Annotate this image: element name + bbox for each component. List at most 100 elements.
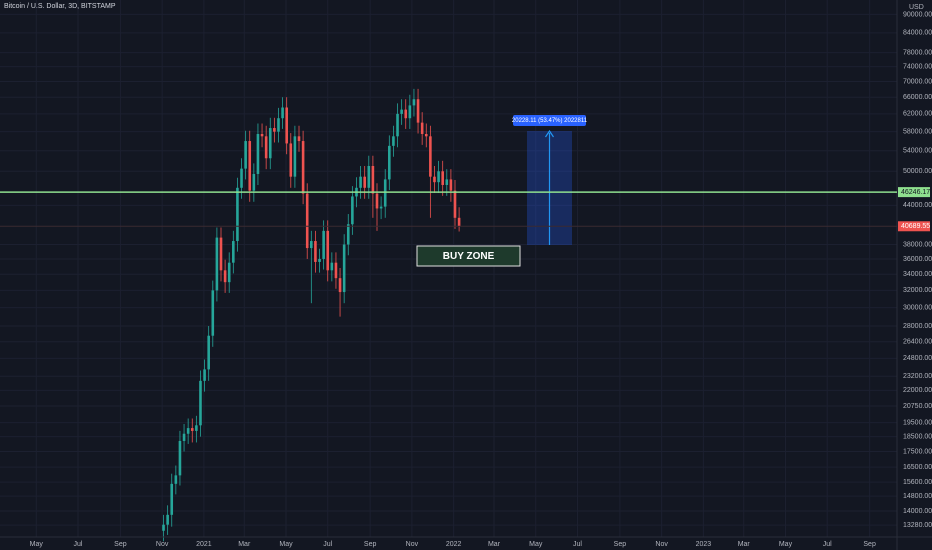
x-tick-label: Jul — [74, 541, 83, 548]
candle-body — [236, 187, 239, 242]
y-tick-label: 62000.00 — [903, 111, 932, 118]
candle-body — [297, 136, 301, 142]
candle-body — [371, 166, 375, 194]
candle-body — [260, 133, 264, 137]
candle-body — [346, 224, 350, 245]
candle-body — [195, 425, 198, 431]
last-price-label: 40689.55 — [901, 223, 930, 230]
x-tick-label: Jul — [573, 541, 582, 548]
candle-body — [342, 244, 346, 293]
candle-body — [264, 136, 268, 159]
y-tick-label: 84000.00 — [903, 30, 932, 37]
candle-body — [211, 290, 215, 336]
candle-body — [379, 206, 383, 209]
y-tick-label: 54000.00 — [903, 148, 932, 155]
candle-body — [268, 128, 272, 159]
candle-body — [244, 141, 247, 169]
y-tick-label: 13280.00 — [903, 522, 932, 529]
candle-body — [174, 475, 178, 484]
x-tick-label: Sep — [364, 541, 377, 548]
candle-body — [445, 179, 449, 185]
candle-body — [429, 136, 432, 177]
candle-body — [359, 176, 362, 188]
x-tick-label: 2023 — [696, 541, 712, 548]
level-tag — [898, 187, 930, 198]
y-tick-label: 70000.00 — [903, 78, 932, 85]
candle-body — [437, 171, 440, 183]
candle-body — [449, 179, 453, 191]
y-tick-label: 44000.00 — [903, 202, 932, 209]
y-tick-label: 78000.00 — [903, 49, 932, 56]
candle-body — [227, 262, 231, 283]
x-tick-label: Sep — [114, 541, 127, 548]
candle-body — [186, 428, 190, 434]
x-tick-label: Mar — [738, 541, 751, 548]
candle-body — [363, 176, 366, 188]
y-tick-label: 74000.00 — [903, 64, 932, 71]
y-tick-label: 38000.00 — [903, 241, 932, 248]
candle-body — [318, 258, 321, 262]
candle-body — [416, 99, 420, 123]
candle-body — [314, 241, 317, 262]
candle-body — [457, 217, 461, 227]
candle-body — [252, 173, 256, 191]
candle-body — [273, 128, 276, 132]
x-tick-label: May — [279, 541, 293, 548]
y-tick-label: 34000.00 — [903, 271, 932, 278]
candle-body — [232, 241, 235, 263]
x-tick-label: May — [779, 541, 793, 548]
x-tick-label: Sep — [863, 541, 876, 548]
candle-body — [289, 143, 293, 177]
last-price-tag — [898, 221, 930, 232]
candle-body — [388, 145, 391, 180]
candle-body — [310, 241, 313, 249]
candle-body — [338, 278, 342, 293]
y-tick-label: 15600.00 — [903, 479, 932, 486]
candle-body — [277, 118, 280, 132]
y-tick-label: 23200.00 — [903, 373, 932, 380]
candle-body — [433, 176, 436, 183]
x-tick-label: Nov — [406, 541, 419, 548]
candle-body — [334, 262, 338, 279]
candle-body — [281, 107, 284, 119]
candle-body — [301, 141, 305, 194]
y-tick-label: 30000.00 — [903, 304, 932, 311]
candle-body — [203, 369, 206, 381]
buy-zone-label: BUY ZONE — [443, 251, 495, 262]
candle-body — [223, 270, 227, 283]
candle-body — [199, 380, 202, 426]
candle-body — [190, 428, 194, 431]
y-tick-label: 32000.00 — [903, 287, 932, 294]
x-tick-label: Nov — [156, 541, 169, 548]
candles — [162, 88, 461, 542]
candle-body — [404, 109, 408, 119]
x-tick-label: Sep — [614, 541, 627, 548]
candle-body — [219, 237, 223, 271]
candle-body — [305, 193, 309, 249]
candle-body — [412, 99, 416, 106]
buy-zone-box — [416, 245, 521, 267]
candle-body — [285, 107, 288, 144]
x-tick-label: Jul — [323, 541, 332, 548]
y-tick-label: 36000.00 — [903, 256, 932, 263]
grid — [0, 0, 897, 537]
y-tick-label: 18500.00 — [903, 433, 932, 440]
y-tick-label: 66000.00 — [903, 94, 932, 101]
y-tick-label: 58000.00 — [903, 129, 932, 136]
candle-body — [424, 133, 428, 137]
x-tick-label: 2022 — [446, 541, 462, 548]
y-tick-label: 16500.00 — [903, 464, 932, 471]
candle-body — [453, 190, 457, 218]
x-tick-label: Jul — [823, 541, 832, 548]
y-tick-label: 14000.00 — [903, 508, 932, 515]
candle-body — [367, 166, 371, 188]
measure-arrowhead — [545, 129, 554, 138]
overlay: 46246.17 40689.55 — [0, 187, 930, 232]
y-tick-label: 26400.00 — [903, 339, 932, 346]
candle-body — [326, 230, 330, 271]
candle-body — [215, 237, 219, 291]
x-tick-label: May — [529, 541, 543, 548]
candle-body — [351, 196, 354, 225]
